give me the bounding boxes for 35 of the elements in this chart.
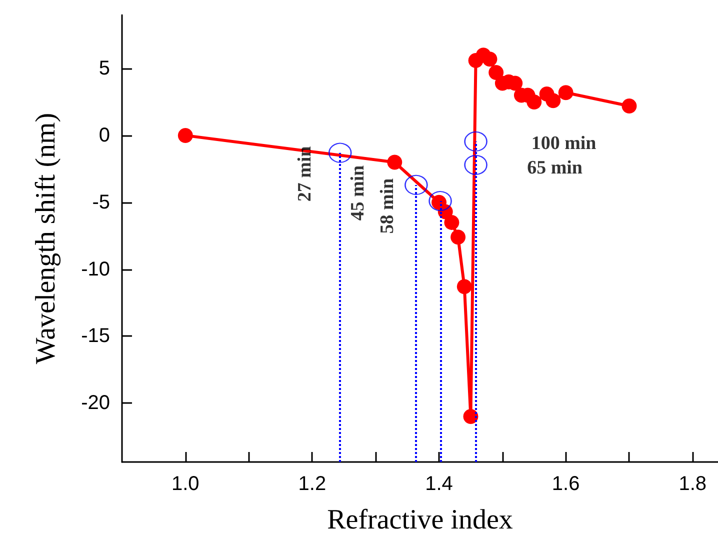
point — [622, 98, 637, 114]
point — [546, 93, 561, 108]
point — [456, 279, 472, 294]
x-tick-label: 1.2 — [298, 473, 326, 495]
point — [428, 190, 452, 212]
point — [464, 131, 488, 152]
y-tick-label: 5 — [98, 58, 110, 80]
y-tick-label: -15 — [81, 325, 110, 348]
y-tick-label: 0 — [98, 124, 110, 146]
point — [482, 52, 498, 67]
x-tick-label: 1.4 — [425, 473, 453, 495]
point — [444, 214, 460, 230]
annotation: 58 min — [376, 178, 398, 234]
point — [450, 230, 466, 245]
point — [526, 94, 542, 110]
point — [387, 154, 402, 170]
x-tick-label: 1.0 — [172, 473, 200, 495]
annotation: 65 min — [527, 157, 583, 178]
annotation: 27 min — [294, 146, 316, 202]
y-axis-title: Wavelength shift (nm) — [30, 112, 62, 364]
point — [328, 142, 352, 163]
point — [404, 174, 428, 196]
point — [464, 154, 488, 175]
point — [558, 85, 574, 100]
y-tick-label: -20 — [81, 392, 110, 414]
annotation: 45 min — [348, 164, 369, 221]
y-tick-label: -5 — [92, 191, 110, 214]
y-tick-label: -10 — [81, 258, 110, 280]
annotation: 100 min — [531, 132, 597, 154]
x-tick-label: 1.6 — [552, 473, 580, 495]
point — [488, 65, 504, 80]
point — [178, 128, 193, 143]
x-tick-label: 1.8 — [678, 473, 707, 495]
x-axis-title: Refractive index — [327, 504, 513, 536]
point — [463, 409, 478, 424]
